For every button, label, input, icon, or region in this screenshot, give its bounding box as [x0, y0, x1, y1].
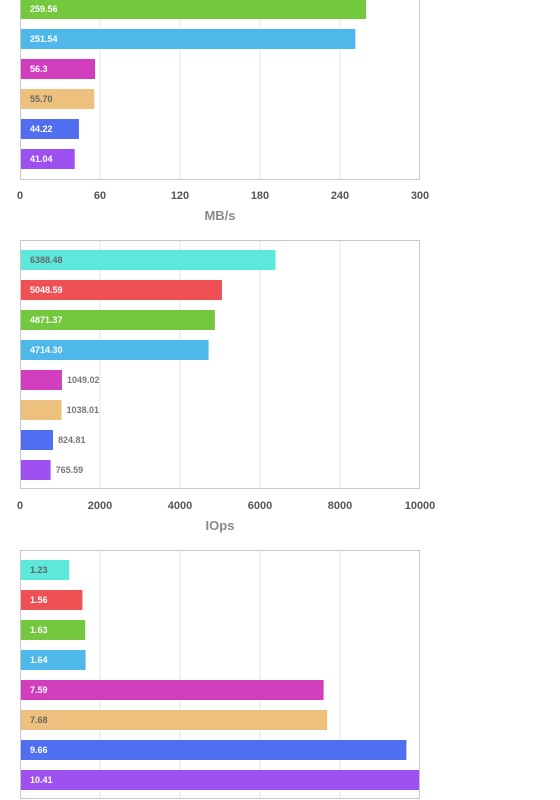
- bar: [20, 0, 367, 19]
- plot-frame: [20, 0, 420, 180]
- plot-frame: [20, 550, 420, 799]
- bar: [20, 620, 86, 640]
- bar: [20, 149, 75, 169]
- bar-value-label: 5048.59: [30, 285, 63, 295]
- bar: [20, 370, 62, 390]
- bar-value-label: 6388.48: [30, 255, 63, 265]
- x-tick-label: 8000: [328, 500, 352, 512]
- bar-value-label: 56.3: [30, 64, 48, 74]
- bar-value-label: 4871.37: [30, 315, 63, 325]
- x-tick-label: 300: [411, 190, 429, 202]
- bar: [20, 340, 209, 360]
- bar: [20, 710, 328, 730]
- bar-value-label: 1038.01: [67, 405, 100, 415]
- x-tick-label: 2000: [88, 500, 112, 512]
- bar-value-label: 41.04: [30, 154, 53, 164]
- bar: [20, 280, 222, 300]
- bar-value-label: 765.59: [56, 465, 84, 475]
- bar-value-label: 1049.02: [67, 375, 100, 385]
- bar-value-label: 1.63: [30, 625, 48, 635]
- x-tick-label: 10000: [405, 500, 436, 512]
- bar-value-label: 10.41: [30, 775, 53, 785]
- bar-value-label: 259.56: [30, 4, 58, 14]
- bar: [20, 89, 95, 109]
- x-tick-label: 60: [94, 190, 106, 202]
- bar: [20, 250, 276, 270]
- bar: [20, 430, 53, 450]
- x-tick-label: 0: [17, 190, 23, 202]
- chart-2: 6388.48 5048.59 4871.37 4714.30 1049.02 1038.…: [17, 240, 435, 533]
- x-tick-label: 6000: [248, 500, 272, 512]
- bar: [20, 770, 420, 790]
- bar-value-label: 1.56: [30, 595, 48, 605]
- bar: [20, 310, 215, 330]
- x-tick-label: 180: [251, 190, 269, 202]
- bar-value-label: 824.81: [58, 435, 86, 445]
- x-tick-label: 0: [17, 500, 23, 512]
- bar: [20, 680, 324, 700]
- x-axis-title: MB/s: [204, 208, 235, 223]
- bar-value-label: 251.54: [30, 34, 58, 44]
- x-tick-label: 240: [331, 190, 349, 202]
- bar: [20, 400, 62, 420]
- bar-value-label: 55.70: [30, 94, 53, 104]
- bar-value-label: 4714.30: [30, 345, 63, 355]
- bar: [20, 740, 407, 760]
- bar-value-label: 44.22: [30, 124, 53, 134]
- bar: [20, 650, 86, 670]
- x-tick-label: 120: [171, 190, 189, 202]
- bar: [20, 460, 51, 480]
- bar-value-label: 7.68: [30, 715, 48, 725]
- bar: [20, 590, 83, 610]
- plot-frame: [20, 240, 420, 489]
- bar: [20, 29, 356, 49]
- bar: [20, 59, 96, 79]
- x-tick-label: 4000: [168, 500, 192, 512]
- x-axis-title: IOps: [206, 518, 235, 533]
- bar-value-label: 9.66: [30, 745, 48, 755]
- bar-value-label: 1.23: [30, 565, 48, 575]
- bar-value-label: 7.59: [30, 685, 48, 695]
- bar: [20, 560, 70, 580]
- bar: [20, 119, 79, 139]
- chart-1: 259.56 251.54 56.3 55.70 44.22 41.04 0 60 120 180…: [17, 0, 429, 223]
- chart-3: 1.23 1.56 1.63 1.64 7.59 7.68 9.66 10.41: [20, 550, 420, 799]
- bar-value-label: 1.64: [30, 655, 48, 665]
